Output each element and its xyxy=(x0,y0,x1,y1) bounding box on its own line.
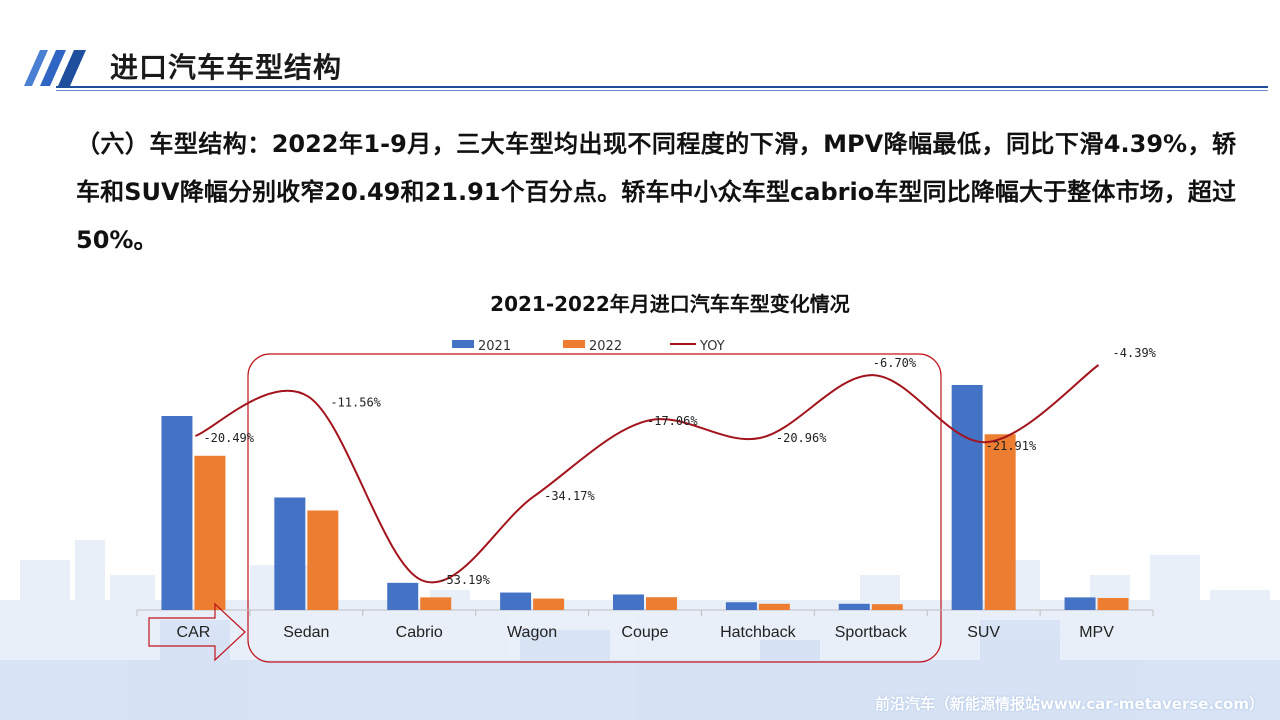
yoy-label-hatchback: -20.96% xyxy=(776,431,827,445)
bar-2022-cabrio xyxy=(420,597,452,610)
legend-2021-label: 2021 xyxy=(478,339,511,354)
yoy-label-sedan: -11.56% xyxy=(330,396,381,410)
bar-2021-wagon xyxy=(500,592,532,610)
bar-2022-coupe xyxy=(646,597,677,610)
yoy-label-cabrio: -53.19% xyxy=(439,573,490,587)
bar-2021-sportback xyxy=(838,603,870,610)
category-label-car: CAR xyxy=(177,624,211,641)
source-watermark: 前沿汽车（新能源情报站www.car-metaverse.com） xyxy=(874,695,1264,713)
bar-2021-coupe xyxy=(613,594,644,610)
legend-2022-label: 2022 xyxy=(589,339,622,354)
legend-2021-swatch xyxy=(452,340,474,348)
bar-2021-car xyxy=(161,416,193,610)
chart-title: 2021-2022年月进口汽车车型变化情况 xyxy=(490,292,850,316)
category-label-suv: SUV xyxy=(967,624,1000,641)
bar-2022-mpv xyxy=(1097,597,1129,610)
car-arrow-icon xyxy=(148,602,246,662)
category-label-mpv: MPV xyxy=(1079,624,1114,641)
bars-group xyxy=(161,384,1129,610)
header-divider-thin xyxy=(56,90,1268,91)
slide-header: 进口汽车车型结构 xyxy=(0,40,1280,100)
category-label-coupe: Coupe xyxy=(621,624,668,641)
bar-2021-cabrio xyxy=(387,582,419,610)
legend-yoy-label: YOY xyxy=(699,339,725,354)
category-label-cabrio: Cabrio xyxy=(396,624,443,641)
bar-2021-suv xyxy=(951,384,983,610)
highlight-box xyxy=(247,353,942,663)
bar-2021-hatchback xyxy=(725,602,757,610)
yoy-label-car: -20.49% xyxy=(203,431,254,445)
bar-2022-car xyxy=(194,455,226,610)
bar-2022-hatchback xyxy=(758,603,790,610)
yoy-line xyxy=(195,364,1100,584)
legend-2022-swatch xyxy=(563,340,585,348)
yoy-label-wagon: -34.17% xyxy=(544,489,595,503)
bar-2022-suv xyxy=(984,434,1016,610)
category-label-wagon: Wagon xyxy=(507,624,557,641)
chart-legend: 2021 2022 YOY xyxy=(452,339,725,354)
bar-2021-sedan xyxy=(274,497,306,610)
category-label-sedan: Sedan xyxy=(283,624,329,641)
bar-2022-wagon xyxy=(533,598,565,610)
intro-paragraph: （六）车型结构：2022年1-9月，三大车型均出现不同程度的下滑，MPV降幅最低… xyxy=(76,130,1236,254)
yoy-label-suv: -21.91% xyxy=(986,439,1037,453)
category-label-hatchback: Hatchback xyxy=(720,624,797,641)
yoy-label-sportback: -6.70% xyxy=(873,356,917,370)
slanted-stripes-logo-icon xyxy=(24,50,86,86)
bar-2021-mpv xyxy=(1064,597,1096,610)
page-title: 进口汽车车型结构 xyxy=(110,51,343,84)
bar-2022-sportback xyxy=(871,604,903,610)
yoy-label-mpv: -4.39% xyxy=(1113,346,1157,360)
header-divider xyxy=(56,86,1268,88)
category-label-sportback: Sportback xyxy=(835,624,908,641)
bar-2022-sedan xyxy=(307,510,339,610)
yoy-label-coupe: -17.06% xyxy=(647,414,698,428)
